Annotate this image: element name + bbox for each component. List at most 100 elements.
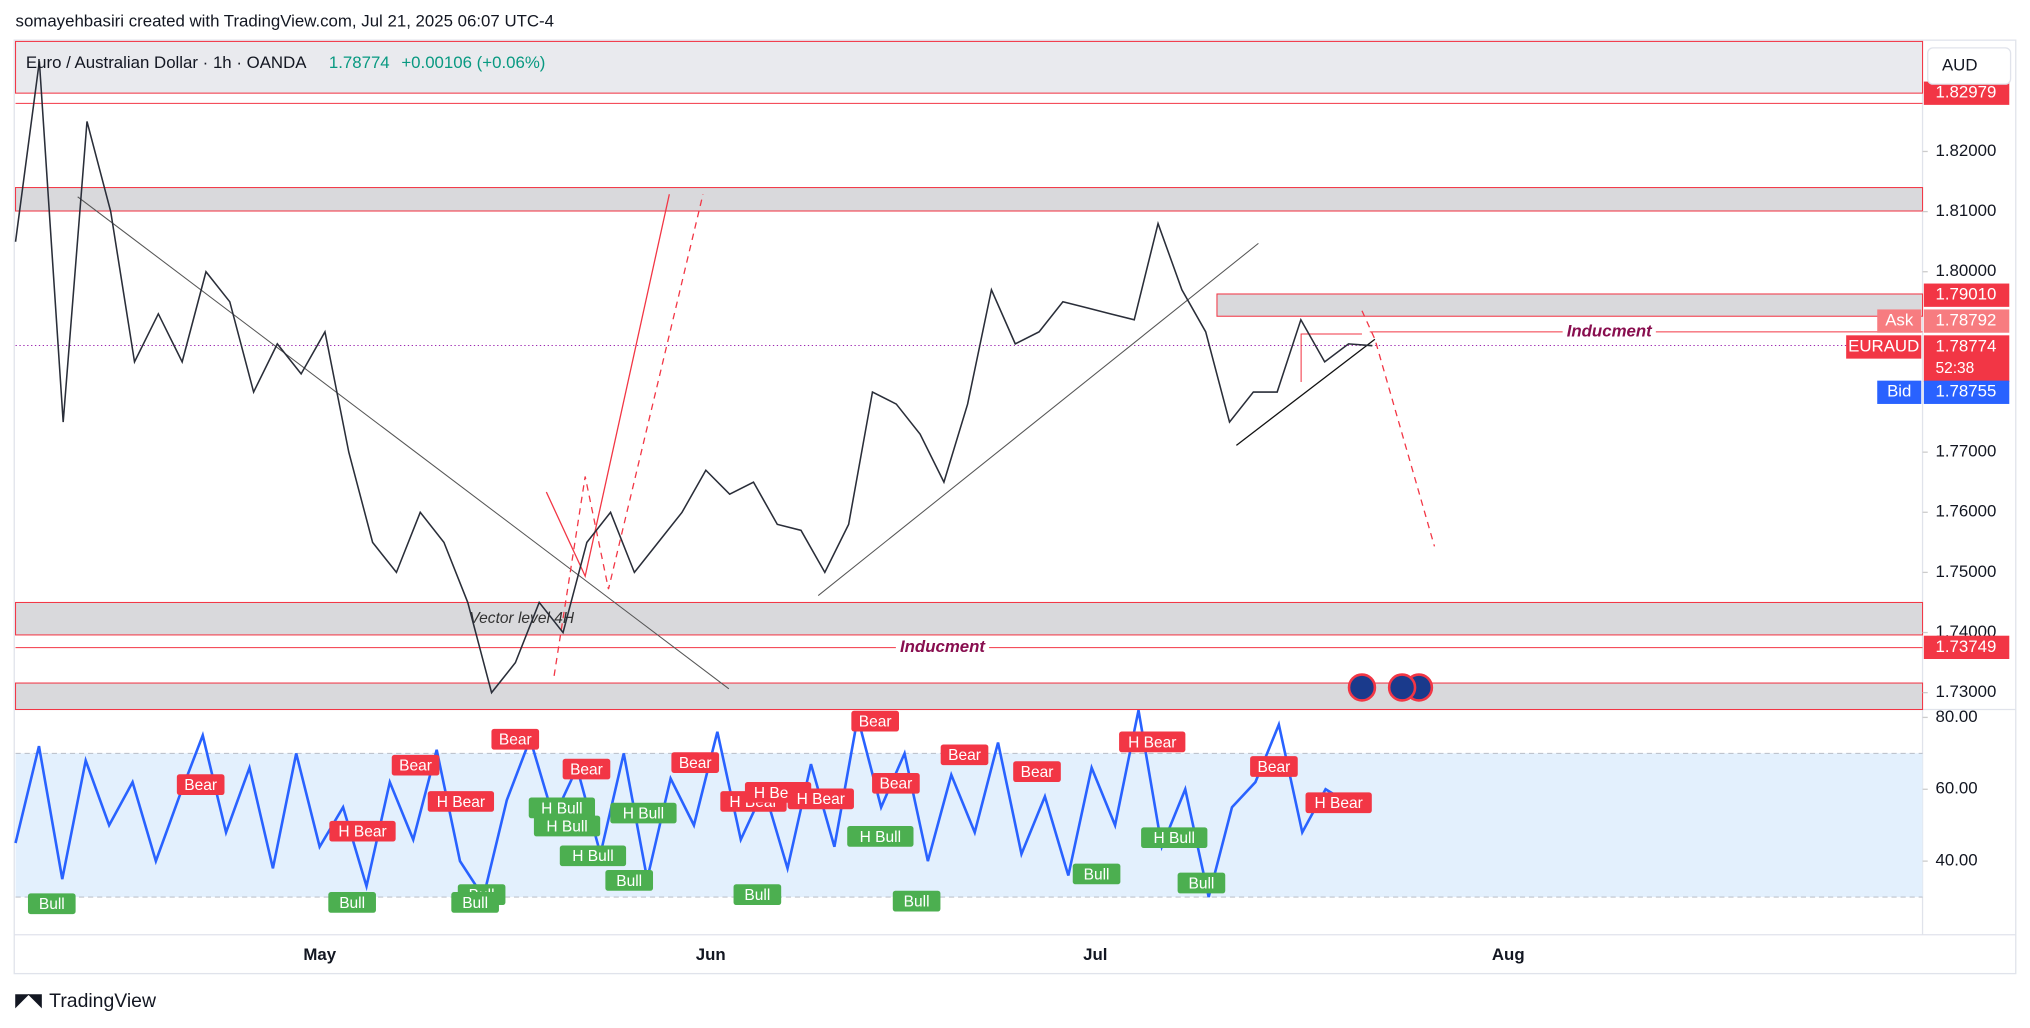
- x-tick-label: Aug: [1492, 945, 1525, 964]
- signal-label: Bull: [744, 887, 770, 904]
- y-tick-label: 40.00: [1935, 851, 1977, 870]
- signal-label-bg: [605, 870, 654, 891]
- flag-eu: [1387, 673, 1417, 702]
- arrow-path: [553, 194, 704, 676]
- symbol: Euro / Australian Dollar · 1h · OANDA: [26, 53, 307, 72]
- price-tag-name: Ask: [1885, 311, 1914, 330]
- price-tag: [1923, 283, 2010, 307]
- signal-label-bg: [427, 791, 495, 812]
- signal-label-bg: [610, 802, 677, 824]
- price-tag: [1923, 335, 2010, 382]
- signal-label: Bear: [1021, 764, 1054, 781]
- signal-label: H Bull: [546, 818, 587, 835]
- signal-label: Bear: [880, 776, 913, 793]
- y-tick-label: 1.80000: [1935, 261, 1996, 280]
- flags: [1347, 673, 1434, 702]
- signal-label: Bear: [399, 758, 432, 775]
- signal-label-bg: [329, 820, 396, 842]
- signal-label-bg: [1013, 761, 1061, 783]
- signal-label: Bull: [904, 894, 930, 911]
- signal-label: Bull: [616, 873, 642, 890]
- signal-label: H Bear: [1128, 734, 1176, 751]
- drawings: [77, 194, 1436, 690]
- zone: [15, 40, 1924, 94]
- signal-label: H Bear: [437, 794, 485, 811]
- annotation-bg: [895, 637, 990, 658]
- trendline: [77, 196, 730, 690]
- annotation: Inducment: [900, 637, 986, 656]
- signal-label: Bear: [859, 714, 892, 731]
- signal-label-bg: [328, 892, 376, 913]
- arrow-path: [545, 194, 670, 579]
- signal-label: Bear: [570, 761, 603, 778]
- signal-label: H Bull: [572, 848, 613, 865]
- y-tick-label: 1.75000: [1935, 562, 1996, 581]
- signal-label-bg: [847, 826, 914, 847]
- signal-label: Bear: [1258, 759, 1291, 776]
- signal-label: H Bull: [541, 800, 582, 817]
- y-tick-label: 1.73000: [1935, 682, 1996, 701]
- signal-label-bg: [1119, 731, 1186, 753]
- price-tag: [1923, 635, 2010, 660]
- signal-label: Bull: [462, 895, 488, 912]
- signal-label-bg: [562, 758, 611, 780]
- price-tag-name-bg: [1877, 380, 1922, 404]
- signal-label: Bull: [339, 895, 365, 912]
- signal-label-bg: [872, 772, 920, 794]
- annotation: Inducment: [1567, 321, 1653, 340]
- price-tag-label: 1.79010: [1935, 285, 1996, 304]
- price-tag: [1923, 380, 2010, 404]
- signal-label: Bear: [184, 777, 217, 794]
- signal-label: H Bull: [623, 805, 664, 822]
- currency-button[interactable]: [1927, 47, 2012, 85]
- zone: [1216, 293, 1924, 317]
- signal-label-bg: [1250, 756, 1298, 777]
- credit: somayehbasiri created with TradingView.c…: [16, 11, 554, 30]
- logo: TradingView: [49, 990, 157, 1012]
- price-tag: [1923, 309, 2010, 333]
- price-tag-name-bg: [1877, 309, 1922, 333]
- signal-label: H Bull: [860, 829, 901, 846]
- price-tag-label: 1.73749: [1935, 637, 1996, 656]
- signal-label-bg: [851, 710, 899, 732]
- signal-label: Bull: [1084, 866, 1110, 883]
- signal-label: H Bear: [338, 824, 386, 841]
- signal-label: Bull: [39, 896, 65, 913]
- signal-label-bg: [733, 884, 782, 906]
- price-tag-label: 1.78755: [1935, 382, 1996, 401]
- signal-label-bg: [491, 728, 540, 750]
- last-price: 1.78774: [329, 53, 390, 72]
- signal-label-bg: [391, 754, 440, 776]
- zone: [15, 682, 1924, 711]
- arrow-path: [1361, 310, 1436, 547]
- signal-label-bg: [787, 788, 854, 810]
- currency[interactable]: AUD: [1942, 55, 1978, 74]
- signal-label: H Bear: [797, 791, 845, 808]
- annotation: Vector level 4H: [469, 610, 574, 627]
- signal-label: H Bull: [1154, 830, 1195, 847]
- box-line: [1300, 333, 1362, 382]
- logo-mark: ◤◥: [15, 990, 43, 1009]
- signal-label-bg: [892, 890, 941, 912]
- countdown: 52:38: [1935, 360, 1974, 377]
- signal-label: Bear: [948, 747, 981, 764]
- price-tag-name: EURAUD: [1848, 336, 1919, 355]
- price-tag-name-bg: [1846, 335, 1922, 359]
- y-tick-label: 60.00: [1935, 779, 1977, 798]
- signal-label: Bull: [1188, 875, 1214, 892]
- signal-label-bg: [559, 845, 627, 867]
- y-tick-label: 1.82000: [1935, 141, 1996, 160]
- signal-label-bg: [1072, 863, 1121, 885]
- frame: [13, 39, 2017, 975]
- y-tick-label: 1.81000: [1935, 201, 1996, 220]
- signal-label-bg: [940, 744, 989, 766]
- annotation-bg: [1562, 321, 1656, 343]
- price-tag-name: Bid: [1887, 382, 1911, 401]
- signal-label: H Bear: [1315, 795, 1363, 812]
- flag-au: [1347, 673, 1377, 702]
- signal-label: Bear: [499, 732, 532, 749]
- zone: [15, 187, 1924, 212]
- change: +0.00106 (+0.06%): [401, 53, 545, 72]
